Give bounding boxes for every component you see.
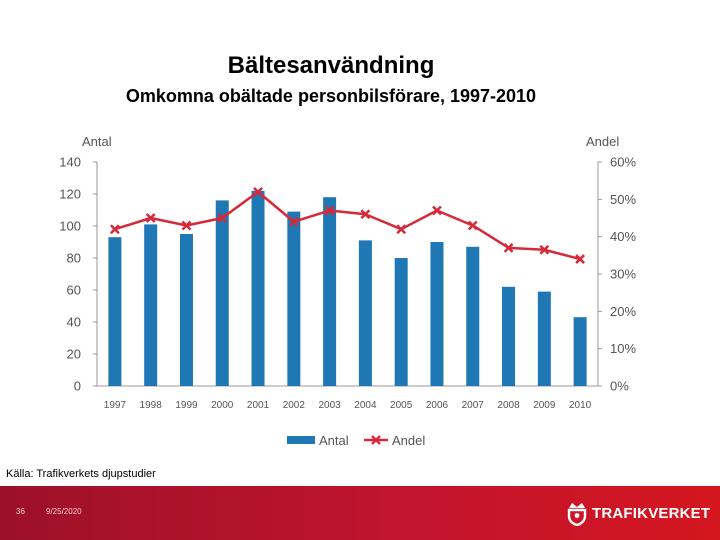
chart: Antal Andel 0 20 40 60 80 100 120 140 0% 10% 20% 30% 4… — [59, 134, 636, 448]
footer-date: 9/25/2020 — [46, 507, 82, 516]
left-tick-label: 100 — [59, 219, 81, 234]
left-tick-label: 40 — [67, 315, 81, 330]
line-andel — [114, 190, 581, 261]
x-tick-label: 2002 — [283, 400, 306, 411]
left-tick-label: 0 — [74, 379, 81, 394]
x-tick-label: 1999 — [175, 400, 198, 411]
right-tick-label: 20% — [610, 304, 636, 319]
left-tick-label: 20 — [67, 347, 81, 362]
logo-text: TRAFIKVERKET — [592, 504, 711, 522]
point-andel-2007 — [467, 220, 478, 231]
right-tick-label: 50% — [610, 192, 636, 207]
legend-swatch-antal — [287, 436, 315, 444]
left-tick-label: 80 — [67, 251, 81, 266]
x-tick-label: 2008 — [497, 400, 520, 411]
right-axis-label: Andel — [586, 134, 619, 149]
point-andel-2005 — [396, 224, 407, 235]
bar-antal-1998 — [144, 224, 158, 386]
point-andel-2000 — [217, 213, 228, 223]
footer-bar: 36 9/25/2020 TRAFIKVERKET — [0, 486, 720, 540]
x-tick-label: 2007 — [462, 400, 485, 411]
bar-antal-2010 — [573, 317, 587, 386]
legend-marker-andel — [371, 435, 381, 445]
point-andel-2004 — [360, 209, 371, 220]
bar-antal-2001 — [251, 190, 265, 386]
x-tick-label: 2000 — [211, 400, 234, 411]
bar-antal-1999 — [179, 234, 193, 386]
bar-antal-2008 — [502, 286, 516, 386]
right-tick-label: 30% — [610, 267, 636, 282]
chart-subtitle: Omkomna obältade personbilsförare, 1997-… — [125, 86, 537, 106]
bar-antal-2009 — [537, 291, 551, 386]
bar-antal-1997 — [108, 237, 122, 386]
point-andel-2003 — [324, 205, 335, 216]
trafikverket-logo: TRAFIKVERKET — [566, 500, 710, 526]
point-andel-2006 — [432, 205, 442, 216]
x-tick-label: 2004 — [354, 400, 377, 411]
left-tick-label: 120 — [59, 187, 81, 202]
x-tick-label: 1997 — [104, 400, 127, 411]
left-tick-label: 140 — [59, 155, 81, 170]
crown-shield-icon — [567, 503, 587, 526]
point-andel-1998 — [145, 213, 156, 223]
bar-antal-2004 — [358, 240, 372, 386]
bar-antal-2003 — [323, 197, 337, 386]
x-tick-label: 2005 — [390, 400, 413, 411]
chart-title: Bältesanvändning — [227, 52, 435, 79]
page-number: 36 — [16, 507, 25, 516]
point-andel-2010 — [575, 254, 585, 264]
x-tick-label: 2003 — [318, 400, 341, 411]
x-tick-label: 2010 — [569, 400, 592, 411]
right-tick-label: 60% — [610, 155, 636, 170]
point-andel-2002 — [288, 216, 299, 227]
right-tick-label: 0% — [610, 379, 629, 394]
x-tick-label: 2009 — [533, 400, 556, 411]
left-tick-label: 60 — [67, 283, 81, 298]
bar-antal-2000 — [215, 200, 229, 386]
point-andel-2009 — [539, 244, 550, 255]
x-tick-label: 1998 — [140, 400, 163, 411]
left-axis-label: Antal — [82, 134, 112, 149]
legend-label-antal: Antal — [319, 433, 349, 448]
point-andel-2008 — [503, 242, 514, 253]
x-tick-label: 2001 — [247, 400, 270, 411]
point-andel-1997 — [110, 224, 120, 235]
bar-antal-2005 — [394, 258, 408, 386]
source-note: Källa: Trafikverkets djupstudier — [6, 468, 156, 480]
legend-label-andel: Andel — [392, 433, 425, 448]
bar-antal-2002 — [287, 211, 301, 386]
point-andel-2001 — [253, 186, 263, 197]
right-tick-label: 40% — [610, 229, 636, 244]
point-andel-1999 — [181, 220, 192, 231]
bar-antal-2007 — [466, 246, 480, 386]
x-tick-label: 2006 — [426, 400, 449, 411]
right-tick-label: 10% — [610, 341, 636, 356]
bar-antal-2006 — [430, 242, 444, 386]
